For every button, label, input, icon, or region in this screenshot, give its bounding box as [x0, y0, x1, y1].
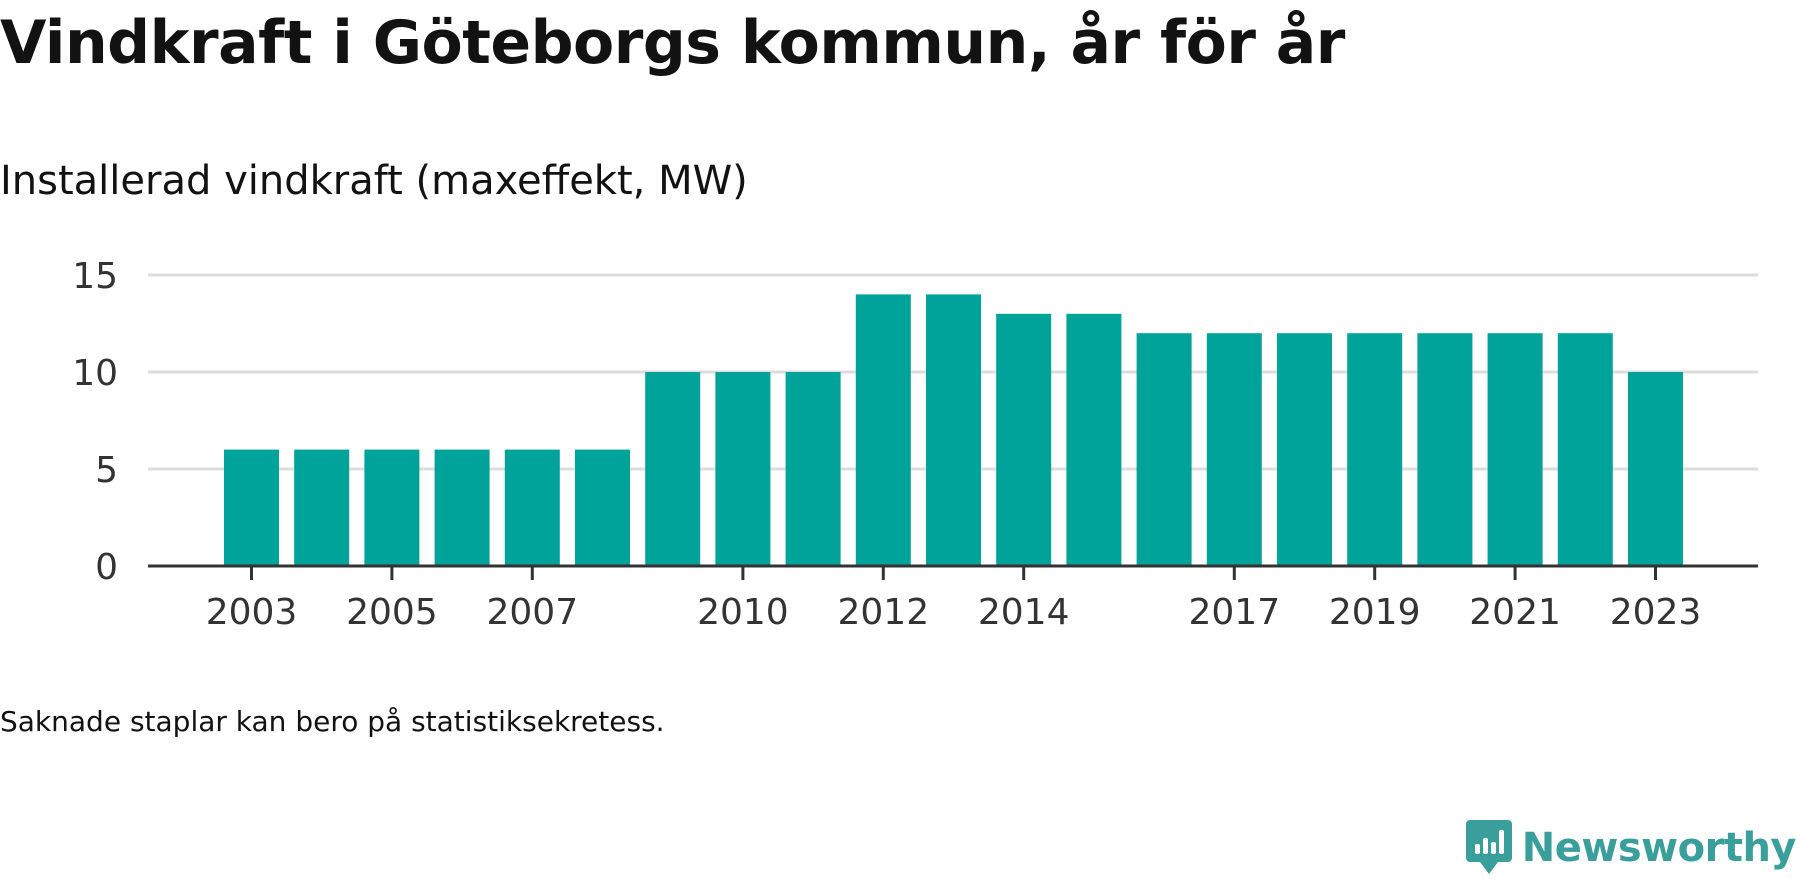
x-tick-label-2012: 2012: [837, 592, 929, 633]
footnote: Saknade staplar kan bero på statistiksek…: [0, 705, 665, 738]
bar-2006: [434, 449, 490, 566]
bar-2019: [1347, 333, 1403, 566]
bar-2022: [1557, 333, 1613, 566]
bar-2020: [1417, 333, 1473, 566]
x-tick-label-2021: 2021: [1469, 592, 1561, 633]
x-tick-label-2005: 2005: [346, 592, 438, 633]
bar-2017: [1206, 333, 1262, 566]
bar-2023: [1628, 372, 1683, 566]
chart-subtitle: Installerad vindkraft (maxeffekt, MW): [0, 158, 748, 204]
chart-title: Vindkraft i Göteborgs kommun, år för år: [0, 8, 1345, 78]
x-axis-tick-labels: 2003 2005 2007 2010 2012 2014 2017 2019 2021 2023: [206, 592, 1702, 633]
bar-2003: [224, 449, 279, 566]
bar-2014: [996, 313, 1052, 566]
y-axis-tick-labels: 0 5 10 15: [72, 256, 118, 588]
bar-2018: [1277, 333, 1332, 566]
y-tick-label-0: 0: [95, 547, 118, 588]
bar-2016: [1136, 333, 1192, 566]
bar-2015: [1066, 313, 1122, 566]
bar-2021: [1487, 333, 1543, 566]
newsworthy-chart-bubble-icon: [1465, 820, 1512, 874]
bars: [224, 294, 1683, 566]
x-tick-label-2019: 2019: [1329, 592, 1421, 633]
bar-2007: [504, 449, 560, 566]
bar-2008: [575, 449, 630, 566]
bar-2004: [294, 449, 350, 566]
bar-2005: [364, 449, 420, 566]
bar-2010: [715, 372, 771, 566]
y-tick-label-10: 10: [72, 353, 118, 394]
y-tick-label-15: 15: [72, 256, 118, 297]
x-axis: [148, 564, 1758, 580]
brand-logo-block: Newsworthy: [1464, 818, 1797, 878]
x-tick-label-2014: 2014: [978, 592, 1070, 633]
x-tick-label-2003: 2003: [206, 592, 298, 633]
x-tick-label-2010: 2010: [697, 592, 789, 633]
bar-2012: [855, 294, 911, 566]
bar-2013: [926, 294, 981, 566]
x-tick-label-2007: 2007: [486, 592, 578, 633]
bar-2011: [785, 372, 841, 566]
y-tick-label-5: 5: [95, 450, 118, 491]
x-tick-label-2023: 2023: [1610, 592, 1702, 633]
brand-name: Newsworthy: [1521, 825, 1797, 871]
x-tick-label-2017: 2017: [1188, 592, 1280, 633]
bar-2009: [645, 372, 701, 566]
